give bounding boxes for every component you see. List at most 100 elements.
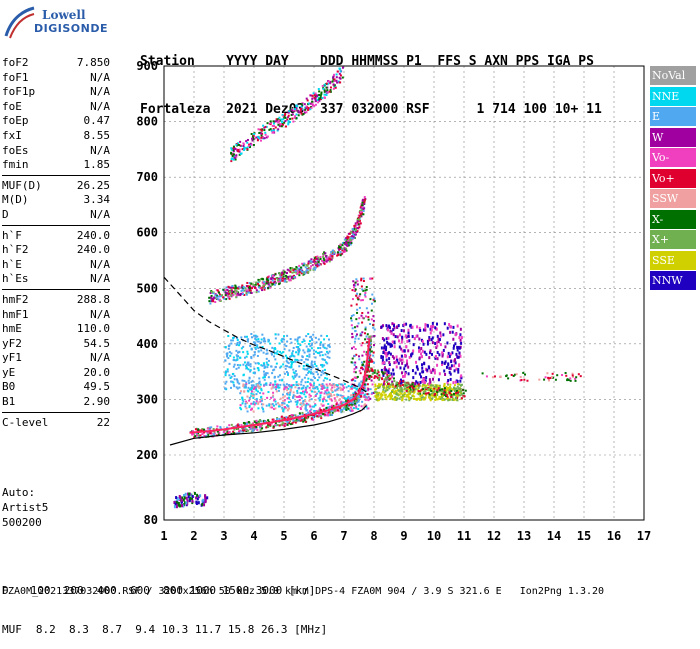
echo-diffuse-low: [257, 385, 260, 388]
echo-far-x: [493, 375, 496, 378]
echo-es: [201, 502, 204, 506]
echo-diffuse-e: [313, 377, 316, 380]
echo-diffuse-e: [237, 355, 240, 358]
echo-2hop: [290, 276, 293, 279]
echo-2hop: [313, 257, 316, 260]
echo-diffuse-e: [263, 364, 266, 367]
echo-nnw-band: [407, 328, 410, 332]
echo-2hop: [230, 289, 233, 292]
echo-nnw-band: [431, 321, 434, 325]
echo-nnw-band: [410, 353, 413, 357]
echo-nnw-band: [407, 334, 410, 338]
echo-nnw-band: [457, 368, 460, 372]
echo-f2-trace: [301, 411, 304, 414]
echo-2hop: [279, 279, 282, 282]
echo-3hop: [287, 120, 290, 123]
echo-sse-band: [416, 388, 419, 391]
echo-2hop: [209, 299, 212, 302]
echo-diffuse-e: [297, 346, 300, 349]
echo-diffuse-low: [319, 394, 322, 397]
echo-3hop: [300, 108, 303, 111]
echo-2hop: [361, 204, 364, 207]
echo-sse-band: [423, 392, 426, 395]
echo-sse-band: [421, 385, 424, 388]
echo-2hop: [347, 239, 350, 242]
echo-diffuse-e: [257, 362, 260, 365]
echo-f2-trace: [289, 423, 292, 426]
echo-spread-f: [366, 366, 369, 369]
echo-diffuse-e: [323, 338, 326, 341]
echo-sse-band: [435, 396, 438, 399]
echo-nnw-band: [389, 329, 392, 333]
echo-2hop: [267, 277, 270, 280]
echo-3hop: [303, 103, 306, 106]
echo-2hop: [339, 254, 342, 257]
echo-2hop: [337, 253, 340, 256]
echo-diffuse-e: [315, 370, 318, 373]
echo-2hop: [327, 259, 330, 262]
echo-spread-f: [360, 285, 363, 288]
echo-nnw-band: [388, 357, 391, 361]
echo-3hop: [269, 123, 272, 126]
echo-f2-trace: [320, 412, 323, 415]
echo-diffuse-e: [230, 342, 233, 345]
echo-es: [197, 495, 200, 499]
echo-2hop: [282, 273, 285, 276]
echo-spread-f: [373, 300, 376, 303]
echo-f2-trace: [265, 426, 268, 429]
echo-x-trace: [394, 385, 397, 388]
echo-2hop: [338, 244, 341, 247]
param-row: C-level 22: [2, 416, 110, 431]
echo-es: [173, 505, 176, 509]
echo-f2-trace: [253, 425, 256, 428]
echo-spread-f: [354, 330, 357, 333]
x-tick-label: 12: [487, 529, 501, 543]
echo-nnw-band: [403, 349, 406, 353]
echo-diffuse-low: [366, 386, 369, 389]
echo-2hop: [347, 241, 350, 244]
echo-far-x: [523, 378, 526, 381]
echo-x-trace: [433, 393, 436, 396]
echo-2hop: [319, 256, 322, 259]
echo-es: [179, 504, 182, 508]
echo-diffuse-low: [314, 394, 317, 397]
echo-sse-band: [439, 396, 442, 399]
echo-2hop: [326, 257, 329, 260]
echo-x-trace: [428, 393, 431, 396]
echo-diffuse-low: [301, 390, 304, 393]
param-name: hmF2: [2, 292, 29, 306]
echo-spread-f: [367, 389, 370, 392]
echo-3hop: [320, 98, 323, 101]
echo-2hop: [355, 223, 358, 226]
echo-diffuse-low: [290, 384, 293, 387]
echo-2hop: [312, 260, 315, 263]
echo-diffuse-low: [305, 402, 308, 405]
echo-3hop: [263, 126, 266, 129]
echo-3hop: [331, 80, 334, 83]
echo-2hop: [359, 222, 362, 225]
echo-diffuse-low: [286, 392, 289, 395]
echo-sse-band: [436, 384, 439, 387]
x-tick-label: 2: [190, 529, 197, 543]
echo-spread-f: [361, 316, 364, 319]
echo-f2-trace: [236, 427, 239, 430]
echo-sse-band: [449, 394, 452, 397]
echo-2hop: [296, 272, 299, 275]
echo-es: [183, 496, 186, 500]
echo-diffuse-low: [285, 386, 288, 389]
echo-f2-trace: [242, 421, 245, 424]
echo-2hop: [329, 258, 332, 261]
echo-2hop: [278, 279, 281, 282]
echo-diffuse-low: [266, 396, 269, 399]
echo-2hop: [328, 256, 331, 259]
echo-3hop: [272, 128, 275, 131]
echo-3hop: [269, 120, 272, 123]
echo-diffuse-low: [339, 394, 342, 397]
echo-x-trace: [417, 386, 420, 389]
echo-sse-band: [406, 394, 409, 397]
echo-nnw-band: [407, 372, 410, 376]
echo-diffuse-e: [276, 350, 279, 353]
echo-3hop: [271, 124, 274, 127]
echo-3hop: [239, 152, 242, 155]
echo-3hop: [235, 154, 238, 157]
